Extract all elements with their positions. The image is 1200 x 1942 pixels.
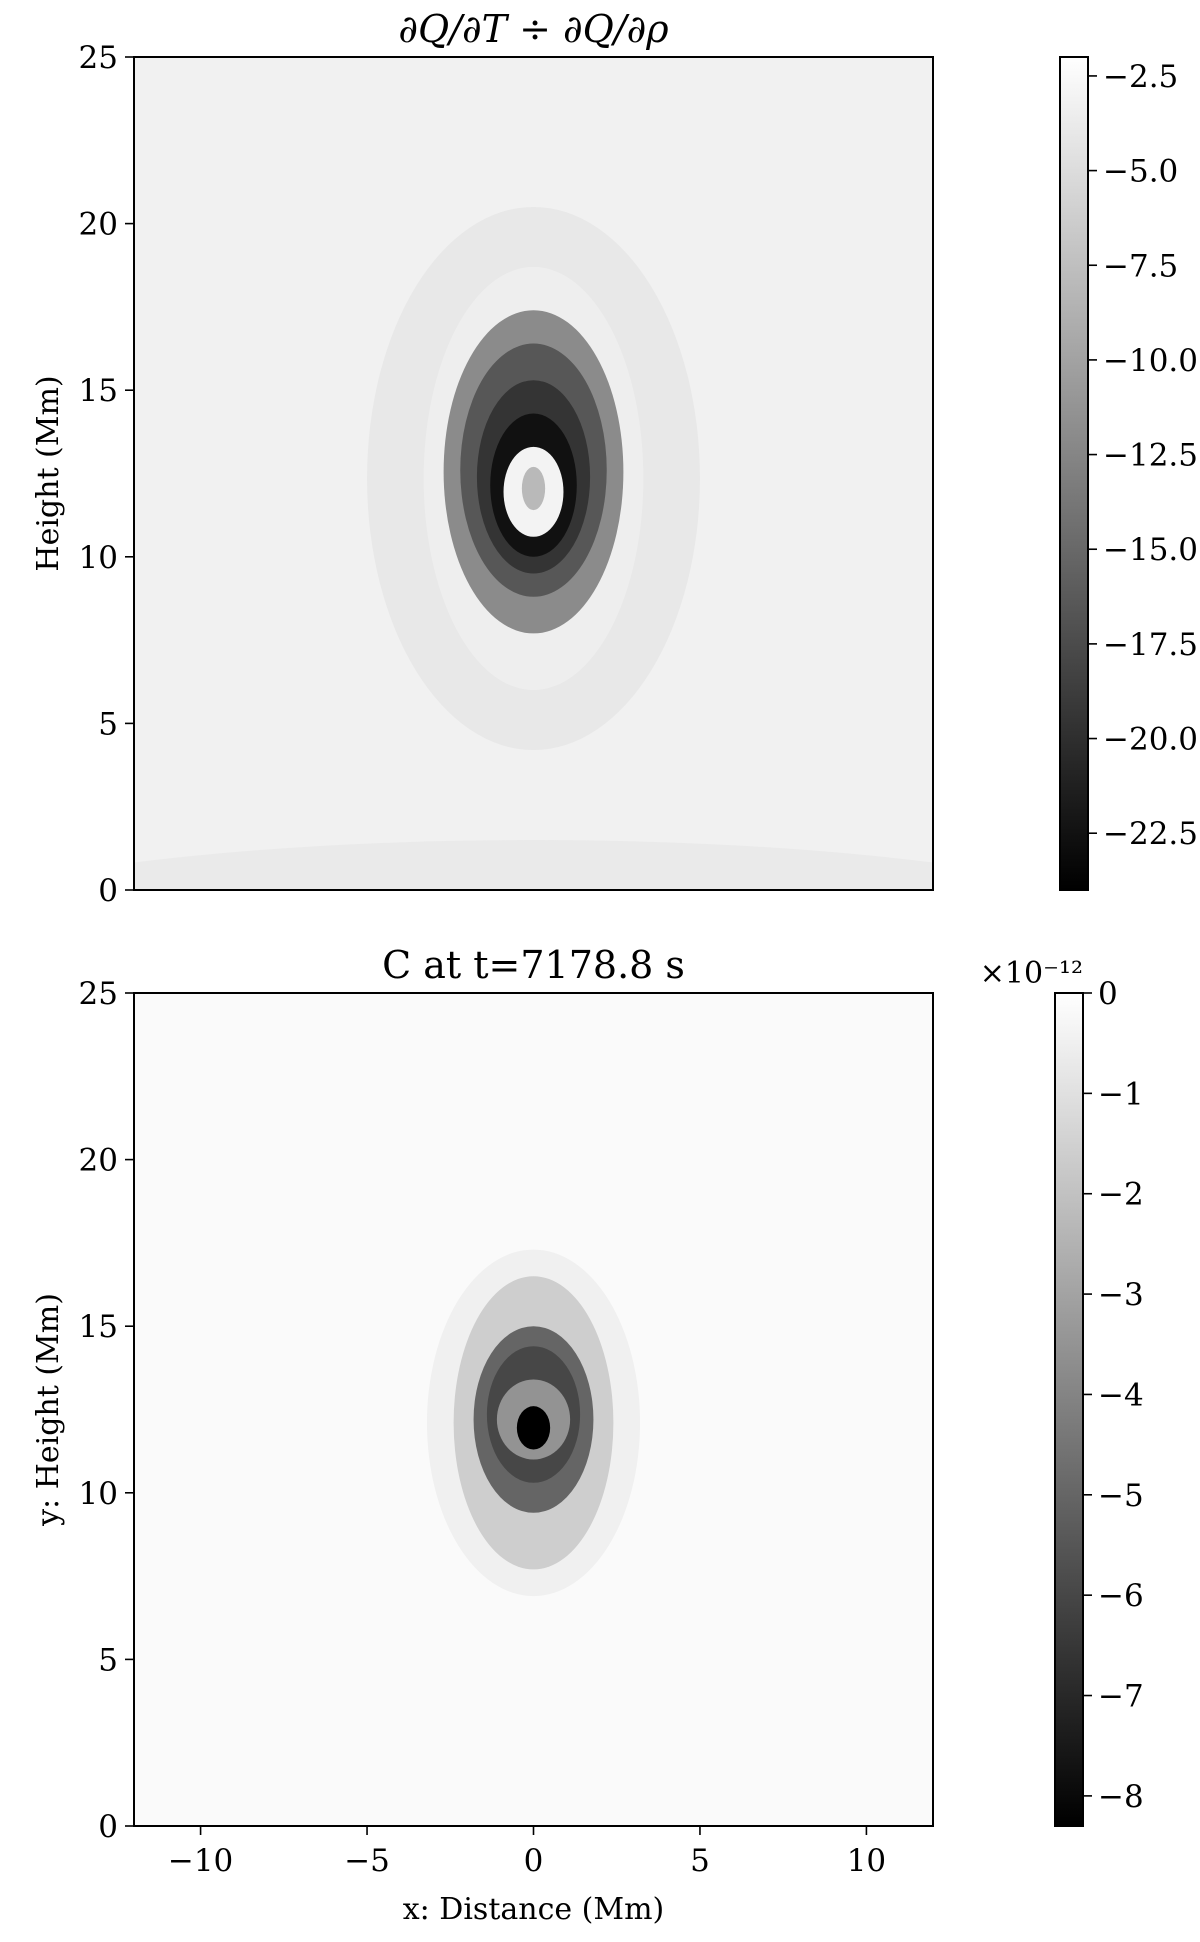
- colorbar-tick-label: −7.5: [1103, 248, 1178, 284]
- heatmap-field: [426, 1249, 641, 1597]
- chart-title: C at t=7178.8 s: [382, 943, 685, 987]
- x-tick-label: 5: [690, 1843, 710, 1879]
- x-tick-label: 0: [524, 1843, 544, 1879]
- y-axis-label: y: Height (Mm): [31, 1293, 66, 1527]
- heatmap-lower-shade: [134, 840, 933, 890]
- colorbar-offset-text: ×10⁻¹²: [980, 956, 1083, 991]
- y-tick-label: 25: [79, 976, 118, 1012]
- heatmap-band: [516, 1406, 551, 1450]
- colorbar: [1059, 56, 1089, 891]
- x-tick-label: 10: [847, 1843, 886, 1879]
- heatmap-field: [134, 206, 933, 890]
- colorbar-tick-label: −5: [1098, 1478, 1144, 1514]
- colorbar-tick-label: −17.5: [1103, 627, 1198, 663]
- x-tick-label: −5: [344, 1843, 390, 1879]
- y-tick-label: 10: [79, 540, 118, 576]
- y-tick-label: 5: [98, 706, 118, 742]
- colorbar-tick-label: −8: [1098, 1779, 1144, 1815]
- colorbar-tick-label: −10.0: [1103, 343, 1198, 379]
- y-tick-label: 10: [79, 1476, 118, 1512]
- x-tick-label: −10: [168, 1843, 233, 1879]
- colorbar-tick-label: −4: [1098, 1377, 1144, 1413]
- colorbar: [1054, 992, 1084, 1827]
- colorbar-tick-label: −2.5: [1103, 59, 1178, 95]
- colorbar-tick-label: −3: [1098, 1277, 1144, 1313]
- colorbar-tick-label: 0: [1098, 976, 1118, 1012]
- colorbar-tick-label: −5.0: [1103, 154, 1178, 190]
- colorbar-tick-label: −6: [1098, 1578, 1144, 1614]
- axes-frame: [133, 56, 934, 891]
- y-tick-label: 0: [98, 873, 118, 909]
- y-tick-label: 15: [79, 1309, 118, 1345]
- top-panel: 0 5 10 15 20 25 ∂Q/∂T ÷ ∂Q/∂ρ Height (Mm) −2.5 −5…: [31, 7, 1198, 909]
- y-tick-label: 0: [98, 1809, 118, 1845]
- x-axis-label: x: Distance (Mm): [403, 1892, 665, 1927]
- colorbar-tick-label: −7: [1098, 1679, 1144, 1715]
- colorbar-tick-label: −22.5: [1103, 816, 1198, 852]
- heatmap-band: [521, 466, 546, 511]
- colorbar-tick-label: −2: [1098, 1177, 1144, 1213]
- y-tick-label: 20: [79, 207, 118, 243]
- y-tick-label: 20: [79, 1143, 118, 1179]
- colorbar-tick-label: −12.5: [1103, 438, 1198, 474]
- colorbar-tick-label: −1: [1098, 1076, 1144, 1112]
- chart-title: ∂Q/∂T ÷ ∂Q/∂ρ: [398, 7, 669, 51]
- y-tick-label: 25: [79, 40, 118, 76]
- y-axis-label: Height (Mm): [31, 375, 66, 571]
- colorbar-tick-label: −20.0: [1103, 722, 1198, 758]
- y-tick-label: 5: [98, 1642, 118, 1678]
- colorbar-tick-label: −15.0: [1103, 532, 1198, 568]
- y-tick-label: 15: [79, 373, 118, 409]
